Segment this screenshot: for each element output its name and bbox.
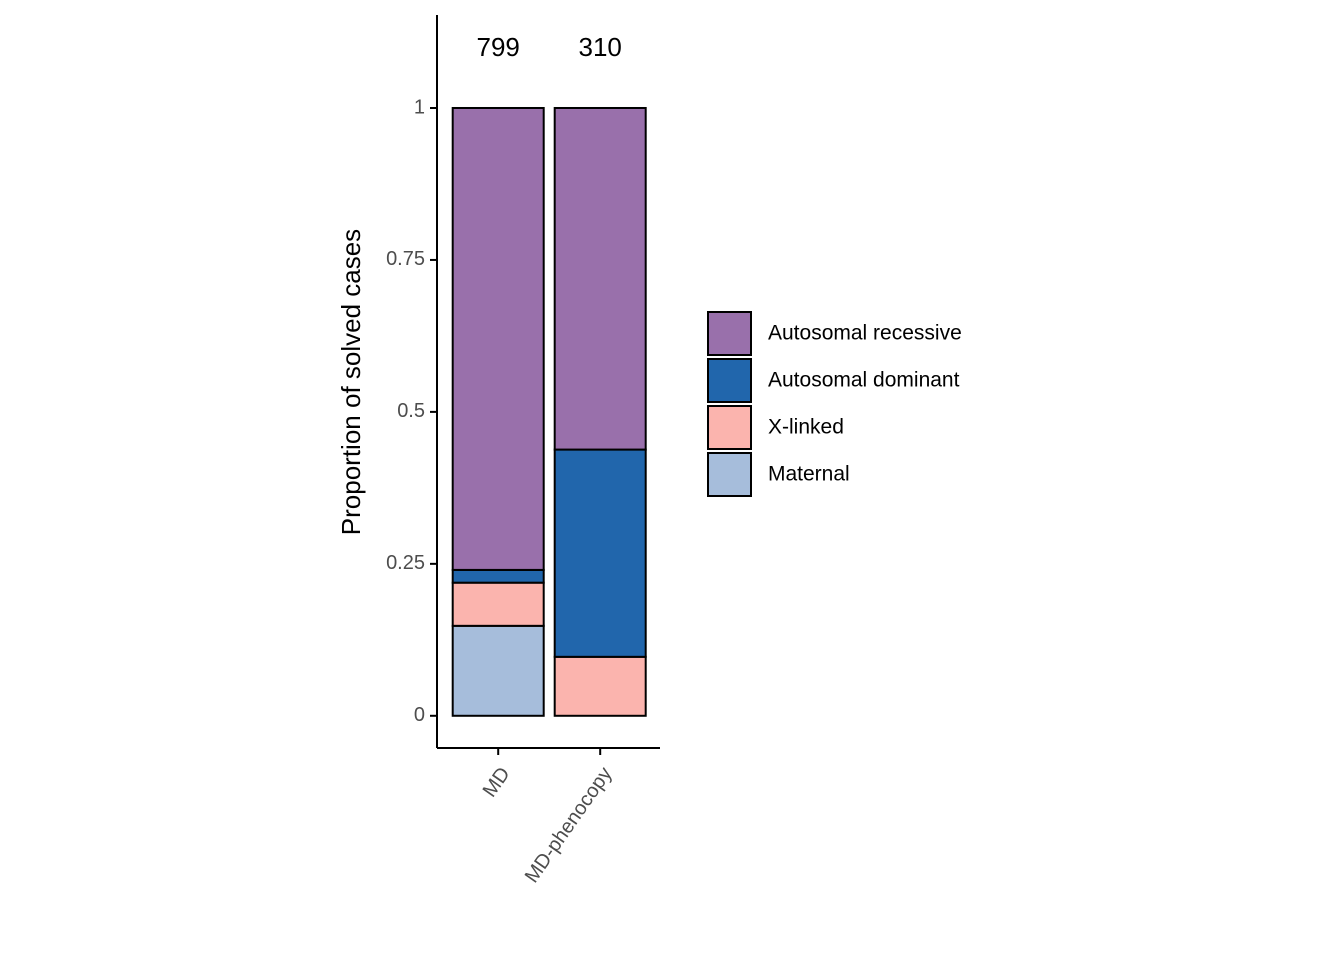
legend-key xyxy=(707,405,752,450)
y-tick-label: 0.5 xyxy=(397,400,425,422)
legend-label: Autosomal dominant xyxy=(768,369,960,392)
legend-key xyxy=(707,358,752,403)
y-tick-label: 0.25 xyxy=(386,552,425,574)
y-tick-label: 0.75 xyxy=(386,248,425,270)
bar-segment xyxy=(553,448,647,658)
legend-label: X-linked xyxy=(768,416,844,439)
legend-key xyxy=(707,311,752,356)
legend-label: Autosomal recessive xyxy=(768,322,962,345)
bar-segment xyxy=(451,106,545,571)
total-label: 799 xyxy=(477,32,520,62)
bar-segment xyxy=(553,655,647,717)
legend-label: Maternal xyxy=(768,463,850,486)
x-tick-label: MD-phenocopy xyxy=(521,763,617,887)
bar-segment xyxy=(451,568,545,584)
bar-segment xyxy=(553,106,647,451)
bar-segment xyxy=(451,581,545,627)
x-tick-label: MD xyxy=(479,763,515,801)
y-tick-label: 1 xyxy=(414,96,425,118)
bar-segment xyxy=(451,624,545,717)
legend-key xyxy=(707,452,752,497)
y-axis-label: Proportion of solved cases xyxy=(336,229,366,535)
y-tick-label: 0 xyxy=(414,704,425,726)
total-label: 310 xyxy=(579,32,622,62)
